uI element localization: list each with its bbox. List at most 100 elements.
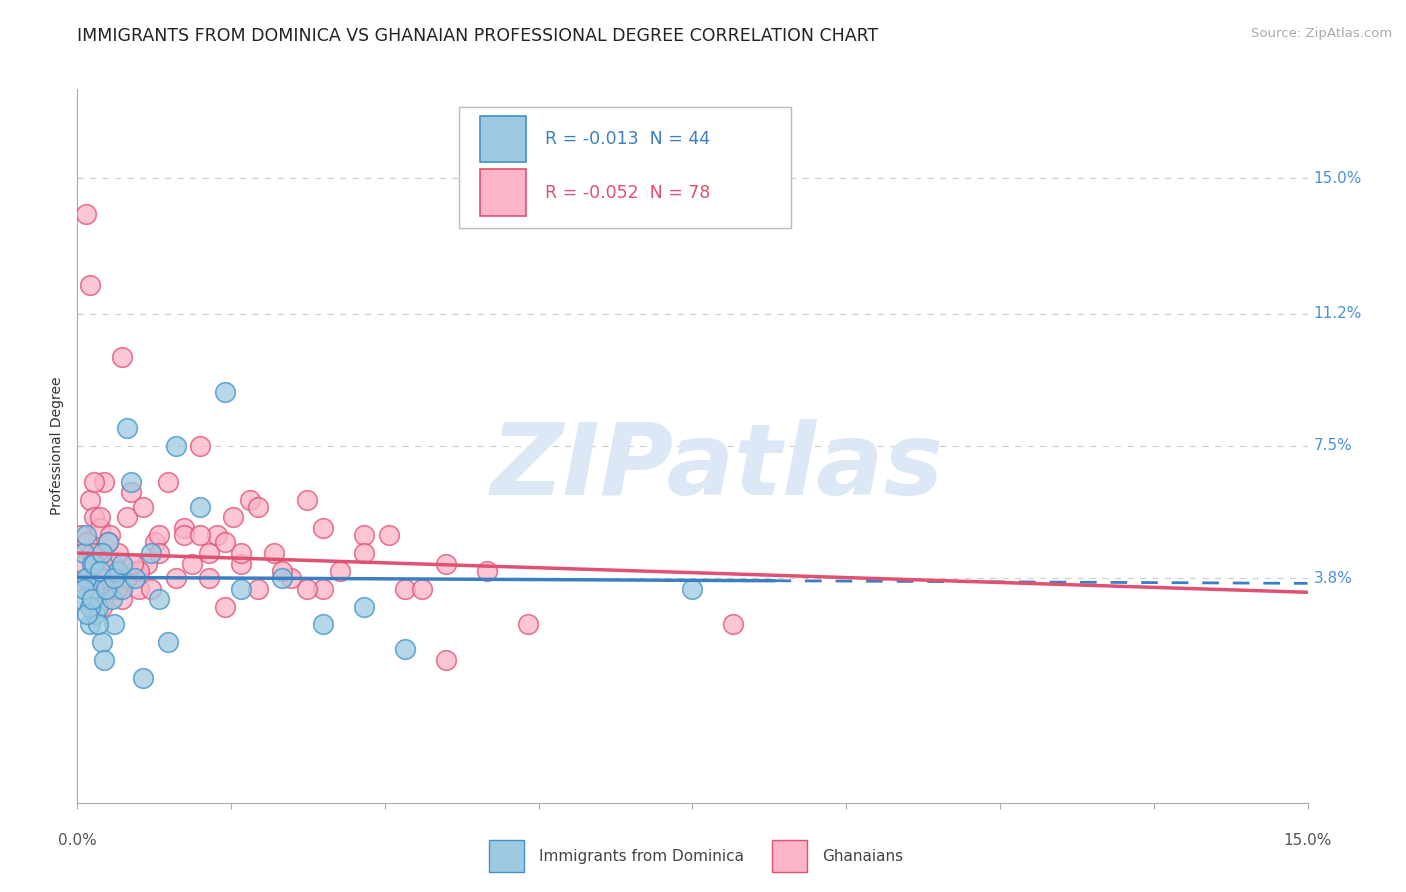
Point — [312, 582, 335, 596]
Point — [76, 607, 98, 621]
Point — [87, 617, 110, 632]
Point — [115, 571, 138, 585]
Point — [148, 528, 170, 542]
Point — [295, 492, 318, 507]
Point — [682, 582, 704, 596]
Point — [394, 642, 416, 657]
Point — [394, 582, 416, 596]
Point — [73, 557, 96, 571]
Point — [165, 571, 187, 585]
Point — [188, 439, 212, 453]
Point — [75, 582, 97, 596]
Point — [87, 599, 110, 614]
Point — [90, 635, 114, 649]
Point — [295, 582, 318, 596]
Point — [136, 557, 159, 571]
Point — [246, 582, 269, 596]
Point — [107, 564, 129, 578]
Point — [75, 207, 97, 221]
Text: ZIPatlas: ZIPatlas — [491, 419, 943, 516]
Point — [205, 528, 228, 542]
Point — [89, 564, 111, 578]
Point — [312, 521, 335, 535]
Point — [87, 582, 110, 596]
Point — [128, 582, 150, 596]
Point — [73, 582, 96, 596]
Point — [83, 475, 105, 489]
Point — [173, 521, 195, 535]
Point — [75, 528, 97, 542]
Point — [111, 582, 134, 596]
Point — [353, 546, 375, 560]
Point — [115, 421, 138, 435]
Point — [120, 485, 142, 500]
Point — [132, 500, 155, 514]
Text: 7.5%: 7.5% — [1313, 439, 1353, 453]
Text: IMMIGRANTS FROM DOMINICA VS GHANAIAN PROFESSIONAL DEGREE CORRELATION CHART: IMMIGRANTS FROM DOMINICA VS GHANAIAN PRO… — [77, 27, 879, 45]
Point — [124, 571, 146, 585]
Point — [89, 510, 111, 524]
Point — [82, 546, 104, 560]
Point — [70, 592, 93, 607]
Point — [214, 535, 236, 549]
Point — [83, 557, 105, 571]
Point — [197, 571, 219, 585]
Point — [477, 564, 499, 578]
Point — [378, 528, 401, 542]
Point — [436, 557, 458, 571]
Point — [156, 475, 179, 489]
Point — [76, 535, 98, 549]
Point — [82, 557, 104, 571]
Point — [75, 571, 97, 585]
Point — [723, 617, 745, 632]
Point — [93, 475, 115, 489]
Point — [97, 582, 120, 596]
Point — [101, 557, 124, 571]
Text: Immigrants from Dominica: Immigrants from Dominica — [538, 849, 744, 863]
Point — [329, 564, 352, 578]
Point — [231, 546, 253, 560]
Point — [97, 535, 120, 549]
Point — [173, 528, 195, 542]
Point — [82, 592, 104, 607]
Point — [122, 557, 145, 571]
Point — [231, 582, 253, 596]
Point — [90, 599, 114, 614]
Text: 15.0%: 15.0% — [1284, 833, 1331, 848]
Text: Source: ZipAtlas.com: Source: ZipAtlas.com — [1251, 27, 1392, 40]
Point — [73, 546, 96, 560]
Bar — [489, 840, 524, 872]
Point — [411, 582, 433, 596]
Point — [246, 500, 269, 514]
Text: 15.0%: 15.0% — [1313, 171, 1362, 186]
Point — [76, 571, 98, 585]
Point — [103, 571, 125, 585]
Point — [83, 510, 105, 524]
Point — [280, 571, 302, 585]
Point — [148, 592, 170, 607]
Point — [70, 528, 93, 542]
Point — [82, 592, 104, 607]
Text: R = -0.052  N = 78: R = -0.052 N = 78 — [546, 184, 710, 202]
Point — [111, 350, 134, 364]
Point — [103, 571, 125, 585]
FancyBboxPatch shape — [458, 107, 792, 228]
Point — [90, 546, 114, 560]
Bar — [479, 116, 526, 162]
Point — [271, 571, 294, 585]
Point — [312, 617, 335, 632]
Point — [103, 617, 125, 632]
Point — [111, 592, 134, 607]
Point — [263, 546, 285, 560]
Point — [353, 599, 375, 614]
Point — [101, 592, 124, 607]
Point — [214, 599, 236, 614]
Point — [79, 599, 101, 614]
Point — [84, 571, 107, 585]
Point — [148, 546, 170, 560]
Text: 0.0%: 0.0% — [58, 833, 97, 848]
Point — [87, 546, 110, 560]
Point — [84, 607, 107, 621]
Point — [436, 653, 458, 667]
Point — [105, 582, 128, 596]
